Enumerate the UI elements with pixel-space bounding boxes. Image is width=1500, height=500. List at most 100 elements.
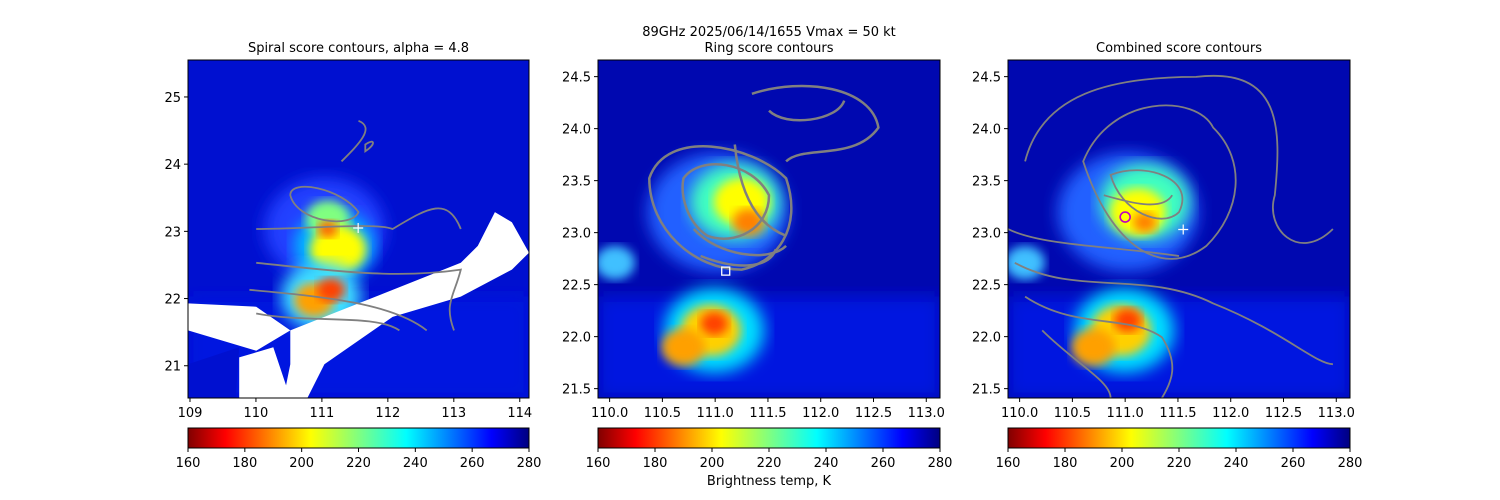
colorbar-tick-label: 240: [403, 456, 428, 471]
contour-line: [1082, 104, 1237, 260]
colorbar-tick-label: 200: [289, 456, 314, 471]
axes-frame: [1007, 59, 1351, 399]
colorbar-tick-label: 260: [1281, 456, 1306, 471]
colorbar-tick-label: 280: [517, 456, 542, 471]
colorbar-tick-label: 200: [700, 456, 725, 471]
contour-line: [1103, 194, 1173, 206]
center-marker-plus: [353, 222, 364, 233]
y-tick-label: 22.0: [972, 331, 1001, 346]
y-tick-label: 24.0: [562, 123, 591, 138]
heatmap-feature: [1071, 328, 1116, 366]
contour-line: [700, 248, 777, 267]
y-tick-label: 24.0: [972, 123, 1001, 138]
panel-1: Spiral score contours, alpha = 4.8 109 110…: [164, 41, 541, 471]
colorbar: [187, 427, 530, 449]
y-tick-label: 22.5: [972, 279, 1001, 294]
y-tick-label: 21: [164, 360, 181, 375]
center-marker-circle: [1119, 211, 1131, 223]
heatmap: [598, 60, 940, 398]
x-tick-label: 112.0: [802, 406, 839, 421]
colorbar: [597, 427, 941, 449]
y-tick-label: 22: [164, 293, 181, 308]
y-tick-label: 23.5: [972, 175, 1001, 190]
panel-2: Ring score contours 110.0 110.5 111.0 111.5 1…: [562, 41, 952, 471]
colorbar-tick-label: 180: [1053, 456, 1078, 471]
contour-line: [733, 144, 787, 237]
contour-line: [681, 163, 771, 240]
x-tick-label: 111.5: [749, 406, 786, 421]
heatmap-feature: [700, 311, 729, 336]
heatmap-region: [188, 347, 240, 398]
contour-line: [256, 207, 462, 231]
heatmap-feature: [732, 208, 765, 236]
heatmap-region: [598, 296, 940, 398]
colorbar-tick-label: 260: [871, 456, 896, 471]
y-tick-label: 24.5: [972, 71, 1001, 86]
heatmap-feature: [317, 220, 338, 238]
heatmap: [1008, 60, 1350, 398]
y-tick-label: 22.5: [562, 279, 591, 294]
x-tick-label: 110.5: [644, 406, 681, 421]
missing-data-mask: [188, 212, 529, 398]
y-tick-label: 23.0: [562, 227, 591, 242]
colorbar-tick-label: 220: [757, 456, 782, 471]
x-tick-label: 113: [441, 406, 466, 421]
axes-frame: [597, 59, 941, 399]
y-tick-label: 21.5: [972, 383, 1001, 398]
colorbar-tick-label: 220: [346, 456, 371, 471]
x-tick-label: 111.0: [1107, 406, 1144, 421]
contour-line: [249, 288, 428, 332]
x-tick-label: 109: [178, 406, 203, 421]
heatmap-feature: [1113, 308, 1142, 333]
x-tick-label: 114: [507, 406, 532, 421]
heatmap-feature: [1008, 245, 1046, 280]
x-tick-label: 110.0: [1001, 406, 1038, 421]
x-tick-label: 111.5: [1159, 406, 1196, 421]
contour-line: [340, 119, 367, 163]
colorbar-tick-label: 280: [928, 456, 953, 471]
y-tick-label: 22.0: [562, 331, 591, 346]
y-tick-label: 21.5: [562, 383, 591, 398]
heatmap-feature: [661, 328, 706, 366]
contour-line: [1024, 295, 1174, 398]
figure-suptitle: 89GHz 2025/06/14/1655 Vmax = 50 kt: [642, 25, 896, 40]
contour-line: [768, 100, 846, 122]
x-tick-label: 110: [244, 406, 269, 421]
heatmap-feature: [310, 225, 367, 274]
x-tick-label: 112: [375, 406, 400, 421]
contour-line: [256, 312, 400, 332]
x-tick-label: 111: [309, 406, 334, 421]
x-tick-label: 112.5: [855, 406, 892, 421]
heatmap: [188, 60, 529, 398]
colorbar-tick-label: 260: [460, 456, 485, 471]
colorbar-tick-label: 220: [1167, 456, 1192, 471]
colorbar-tick-label: 160: [586, 456, 611, 471]
axes-frame: [187, 59, 530, 399]
y-tick-label: 23.0: [972, 227, 1001, 242]
contour-line: [1024, 74, 1334, 244]
colorbar-tick-label: 180: [232, 456, 257, 471]
x-tick-label: 113.0: [908, 406, 945, 421]
x-tick-label: 112.0: [1212, 406, 1249, 421]
x-tick-label: 111.0: [697, 406, 734, 421]
colorbar-tick-label: 240: [1224, 456, 1249, 471]
x-tick-label: 110.5: [1054, 406, 1091, 421]
contour-line: [1014, 262, 1333, 366]
contour-line: [1008, 228, 1180, 257]
contour-line: [692, 228, 787, 257]
contour-line: [1041, 329, 1112, 398]
colorbar-tick-label: 240: [814, 456, 839, 471]
panel-title: Combined score contours: [1096, 41, 1262, 56]
center-marker-plus: [1178, 224, 1189, 235]
colorbar-tick-label: 200: [1110, 456, 1135, 471]
heatmap-feature: [598, 245, 636, 280]
panel-3: Combined score contours 110.0 110.5 111.0 11…: [972, 41, 1362, 471]
contour-line: [1109, 169, 1184, 220]
y-tick-label: 23: [164, 225, 181, 240]
y-tick-label: 24.5: [562, 71, 591, 86]
center-marker-square: [721, 266, 731, 276]
x-tick-label: 110.0: [591, 406, 628, 421]
x-tick-label: 113.0: [1318, 406, 1355, 421]
